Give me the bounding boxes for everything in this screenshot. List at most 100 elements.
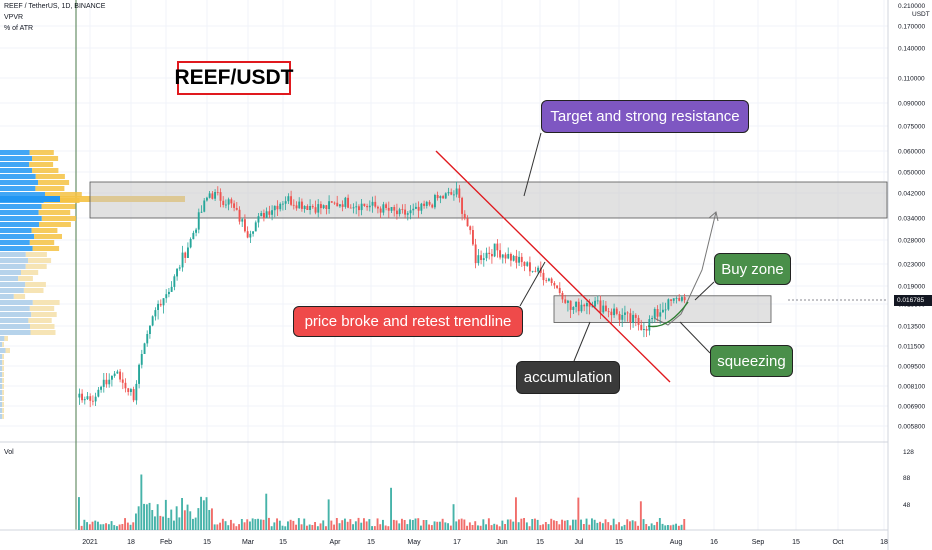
projection-arrowhead — [708, 211, 719, 222]
volume-bar — [542, 524, 544, 530]
volume-bar — [297, 518, 300, 530]
volume-bar — [406, 524, 409, 530]
candle-body — [501, 254, 504, 258]
candle-body — [363, 203, 366, 206]
candle-body — [301, 201, 303, 209]
volume-bar — [346, 521, 349, 530]
price-tick-label: 0.050000 — [898, 170, 925, 177]
candle-body — [309, 206, 311, 210]
volume-bar — [259, 519, 262, 530]
current-price-tag[interactable]: 0.016785 — [894, 295, 932, 306]
candle-body — [138, 364, 140, 384]
candle-body — [504, 254, 507, 259]
volume-bar — [194, 517, 197, 530]
volume-bar — [167, 517, 170, 530]
candle-body — [116, 371, 119, 374]
time-axis[interactable]: 2021 18 Feb 15 Mar 15 Apr 15 May 17 Jun 15 Jul 15 Aug 1… — [82, 539, 888, 546]
volume-bar — [341, 520, 344, 530]
candle-body — [548, 278, 550, 281]
volume-bar — [164, 499, 167, 530]
candle-body — [398, 209, 401, 215]
volume-bar — [292, 520, 295, 530]
volume-bar — [330, 520, 333, 530]
volume-bar — [631, 520, 634, 530]
volume-bar — [354, 521, 357, 530]
candle-body — [390, 207, 393, 211]
volume-bar — [308, 524, 311, 530]
price-tick-label: 0.023000 — [898, 262, 925, 269]
candle-body — [482, 258, 485, 260]
volume-bar — [382, 519, 384, 530]
candle-body — [306, 206, 309, 210]
vpvr-down-bar — [41, 216, 76, 221]
vpvr-up-bar — [0, 330, 31, 335]
vpvr-down-bar — [32, 300, 60, 305]
volume-bar — [371, 526, 373, 530]
vpvr-up-bar — [0, 324, 30, 329]
volume-label[interactable]: Vol — [4, 449, 14, 456]
vpvr-up-bar — [0, 234, 35, 239]
volume-bar — [566, 520, 569, 530]
candle-body — [670, 299, 672, 301]
indicator-atr-label[interactable]: % of ATR — [4, 25, 34, 32]
volume-bar — [316, 526, 319, 530]
volume-bar — [534, 518, 536, 530]
volume-bar — [436, 521, 439, 530]
volume-bar — [88, 524, 91, 530]
candle-body — [634, 314, 637, 318]
vpvr-down-bar — [2, 342, 4, 347]
candle-body — [602, 305, 605, 313]
candle-body — [235, 208, 238, 210]
candle-body — [252, 231, 254, 234]
time-tick-label: Oct — [833, 539, 844, 546]
candle-body — [368, 205, 371, 208]
candle-body — [347, 197, 349, 208]
time-tick-label: Feb — [160, 539, 172, 546]
volume-bar — [140, 474, 143, 530]
candle-body — [292, 204, 295, 206]
candle-body — [227, 199, 230, 205]
time-tick-label: 15 — [792, 539, 800, 546]
vpvr-down-bar — [2, 414, 4, 419]
vpvr-down-bar — [31, 312, 57, 317]
candle-body — [341, 204, 344, 207]
indicator-vpvr-label[interactable]: VPVR — [4, 14, 24, 21]
candle-body — [556, 285, 558, 288]
vpvr-down-bar — [25, 264, 47, 269]
volume-bar — [490, 525, 493, 530]
volume-bar — [610, 525, 612, 530]
candle-body — [542, 272, 545, 281]
candle-body — [379, 208, 382, 213]
volume-bar — [425, 520, 428, 530]
candle-body — [374, 201, 377, 207]
candle-body — [507, 254, 510, 259]
drawing-lines — [435, 132, 888, 383]
volume-bar — [577, 497, 580, 530]
candle-body — [276, 205, 279, 210]
time-tick-label: Mar — [242, 539, 255, 546]
accumulation-callout: accumulation — [516, 361, 620, 394]
candle-body — [181, 252, 184, 268]
symbol-header[interactable]: REEF / TetherUS, 1D, BINANCE — [4, 3, 106, 10]
candle-body — [282, 203, 284, 205]
candle-body — [322, 205, 325, 209]
volume-bar — [477, 525, 479, 530]
volume-bar — [148, 502, 151, 530]
candle-body — [154, 310, 157, 317]
vpvr-up-bar — [0, 288, 24, 293]
candle-body — [208, 193, 211, 198]
candle-body — [610, 311, 613, 316]
vpvr-down-bar — [2, 384, 4, 389]
vpvr-up-bar — [0, 390, 3, 395]
volume-bar — [240, 519, 243, 530]
vpvr-up-bar — [0, 222, 39, 227]
candle-body — [520, 256, 523, 263]
volume-bar — [528, 526, 531, 530]
volume-bar — [219, 522, 221, 530]
volume-bar — [569, 525, 572, 530]
volume-bar — [270, 526, 273, 530]
volume-bar — [458, 519, 460, 530]
candle-body — [108, 379, 111, 385]
volume-bar — [515, 497, 517, 530]
